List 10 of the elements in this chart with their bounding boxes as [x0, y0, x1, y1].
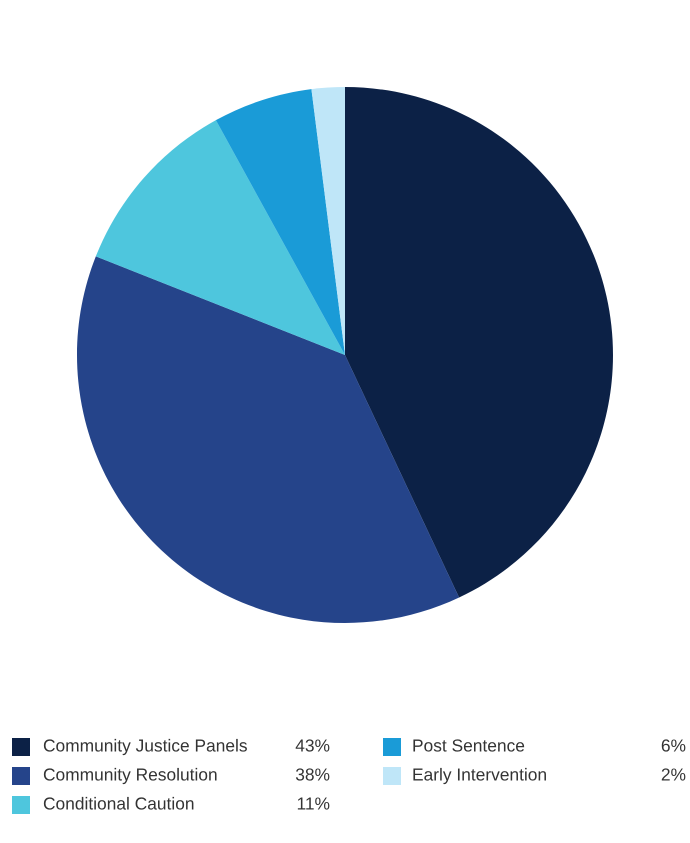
legend-label: Post Sentence [413, 739, 524, 752]
legend-label: Conditional Caution [44, 796, 194, 810]
legend-label: Community Justice Panels [44, 738, 247, 756]
data-label: 38% [296, 768, 330, 781]
data-label: 6% [662, 739, 686, 752]
data-label: 2% [662, 768, 686, 781]
data-label: 11% [298, 797, 330, 810]
data-label: 43% [296, 739, 330, 752]
legend-label: Community Resolution [44, 768, 217, 784]
legend-label: Early Intervention [413, 768, 546, 784]
